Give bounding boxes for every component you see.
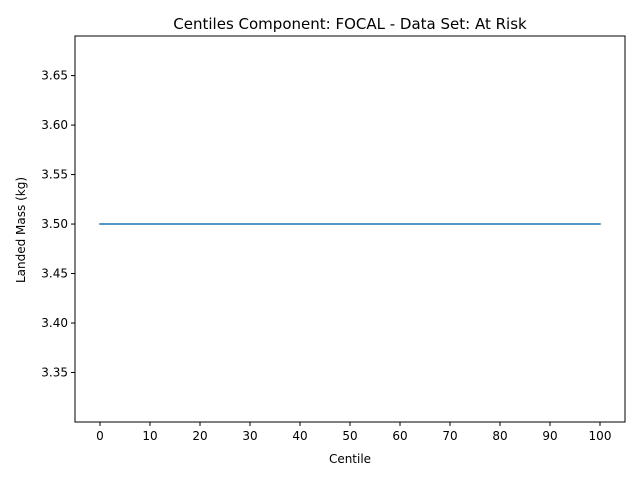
x-tick-label: 20 [192, 429, 207, 443]
x-tick-label: 60 [392, 429, 407, 443]
x-tick-label: 10 [142, 429, 157, 443]
x-axis: 0 10 20 30 40 50 60 70 80 90 100 [96, 422, 611, 443]
x-tick-label: 100 [589, 429, 612, 443]
x-tick-label: 0 [96, 429, 104, 443]
y-tick-label: 3.55 [41, 168, 68, 182]
x-tick-label: 50 [342, 429, 357, 443]
y-tick-label: 3.60 [41, 118, 68, 132]
y-tick-label: 3.45 [41, 267, 68, 281]
y-tick-label: 3.35 [41, 366, 68, 380]
y-axis-label: Landed Mass (kg) [14, 177, 28, 283]
x-tick-label: 80 [492, 429, 507, 443]
y-tick-label: 3.40 [41, 316, 68, 330]
x-axis-label: Centile [329, 452, 371, 466]
y-axis: 3.35 3.40 3.45 3.50 3.55 3.60 3.65 [41, 69, 75, 380]
x-tick-label: 70 [442, 429, 457, 443]
x-tick-label: 90 [542, 429, 557, 443]
chart-title: Centiles Component: FOCAL - Data Set: At… [173, 15, 527, 33]
x-tick-label: 40 [292, 429, 307, 443]
y-tick-label: 3.50 [41, 217, 68, 231]
x-tick-label: 30 [242, 429, 257, 443]
y-tick-label: 3.65 [41, 69, 68, 83]
